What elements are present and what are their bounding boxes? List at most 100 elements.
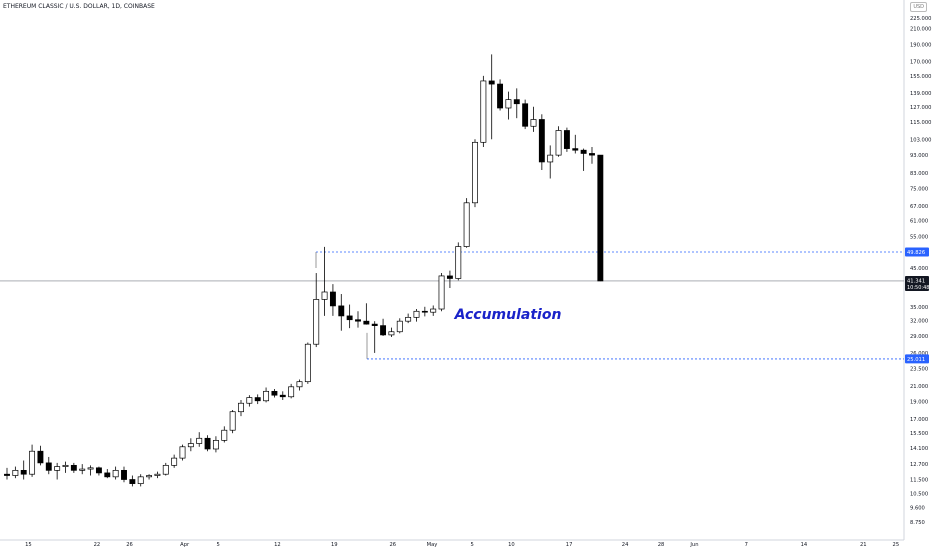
y-tick-label: 210.000 (910, 27, 931, 33)
y-tick-label: 75.000 (910, 187, 928, 193)
candle-down (45, 462, 52, 471)
candle-down (446, 275, 453, 279)
candle-down (70, 464, 77, 471)
y-tick-label: 19.000 (910, 400, 928, 406)
candle-down (497, 83, 504, 109)
y-tick-label: 8.750 (910, 520, 925, 526)
y-tick-label: 103.000 (910, 137, 931, 143)
x-tick-label: 14 (801, 542, 808, 548)
candle-up (79, 468, 86, 471)
candle-up (396, 320, 403, 333)
candle-up (555, 130, 562, 156)
y-tick-label: 61.000 (910, 219, 928, 225)
last-price-badge (905, 275, 929, 291)
candle-down (580, 149, 587, 154)
candle-down (513, 99, 520, 105)
candle-down (589, 153, 595, 156)
candle-up (212, 440, 219, 450)
y-tick-label: 67.000 (910, 204, 928, 210)
candle-up (246, 397, 253, 404)
candle-up (29, 450, 36, 475)
candle-down (538, 119, 545, 163)
candle-up (547, 154, 554, 163)
candle-up (296, 381, 303, 388)
candle-up (455, 246, 462, 279)
candle-up (112, 469, 119, 478)
candle-up (154, 473, 161, 476)
countdown-label: 10:50:48 (907, 285, 929, 291)
candle-up (162, 464, 169, 475)
x-tick-label: 17 (566, 542, 573, 548)
y-tick-label: 127.000 (910, 105, 931, 111)
y-tick-label: 139.000 (910, 91, 931, 97)
y-tick-label: 26.000 (910, 351, 928, 357)
level-price-badge (905, 354, 929, 364)
y-tick-label: 45.000 (910, 266, 928, 272)
candle-up (179, 446, 186, 459)
candle-up (62, 464, 69, 467)
y-tick-label: 170.000 (910, 60, 931, 66)
y-tick-label: 23.500 (910, 367, 928, 373)
annotation-label: Accumulation (454, 307, 562, 323)
x-tick-label: 19 (331, 542, 338, 548)
candle-down (204, 437, 211, 450)
x-tick-label: 7 (745, 542, 748, 548)
candle-down (355, 319, 361, 322)
candle-down (121, 469, 127, 480)
y-tick-label: 15.500 (910, 431, 928, 437)
candle-up (304, 343, 311, 383)
candle-up (438, 275, 445, 310)
candle-up (505, 99, 512, 109)
y-tick-label: 32.000 (910, 319, 928, 325)
y-tick-label: 190.000 (910, 42, 931, 48)
level-price-badge (905, 247, 929, 257)
y-tick-label: 14.100 (910, 446, 928, 452)
candle-up (405, 316, 412, 322)
candle-down (329, 291, 336, 307)
x-tick-label: 5 (216, 542, 219, 548)
candle-down (338, 305, 345, 317)
candle-up (530, 119, 537, 127)
x-tick-label: 26 (126, 542, 133, 548)
candle-down (380, 325, 387, 336)
candle-up (263, 390, 270, 402)
candle-down (254, 397, 261, 402)
candle-up (288, 386, 295, 398)
x-tick-label: May (427, 542, 438, 548)
y-tick-label: 29.000 (910, 334, 928, 340)
candle-down (488, 80, 495, 85)
candle-up (238, 402, 244, 413)
candle-up (187, 443, 194, 448)
candle-up (480, 80, 487, 143)
candle-down (572, 148, 579, 151)
candle-up (463, 202, 470, 247)
candle-down (37, 450, 44, 464)
y-tick-label: 17.000 (910, 417, 928, 423)
candle-up (12, 469, 19, 476)
x-tick-label: Jun (689, 542, 698, 548)
y-tick-label: 9.600 (910, 506, 925, 512)
x-tick-label: Apr (180, 542, 190, 548)
candle-up (87, 467, 94, 470)
candle-up (472, 141, 478, 204)
candle-up (137, 476, 144, 484)
x-tick-label: 22 (94, 542, 101, 548)
candle-down (271, 390, 278, 396)
candle-down (346, 315, 353, 321)
currency-label[interactable]: USD (910, 2, 927, 12)
candle-up (430, 308, 437, 313)
candle-up (196, 437, 203, 444)
y-tick-label: 11.500 (910, 478, 928, 484)
candle-up (146, 475, 153, 478)
x-tick-label: 10 (508, 542, 515, 548)
candle-down (597, 154, 604, 282)
candle-up (229, 411, 236, 431)
y-tick-label: 225.000 (910, 16, 931, 22)
y-tick-label: 35.000 (910, 305, 928, 311)
y-tick-label: 21.000 (910, 384, 928, 390)
y-tick-label: 83.000 (910, 171, 928, 177)
candle-down (20, 469, 27, 475)
candle-down (522, 103, 529, 127)
